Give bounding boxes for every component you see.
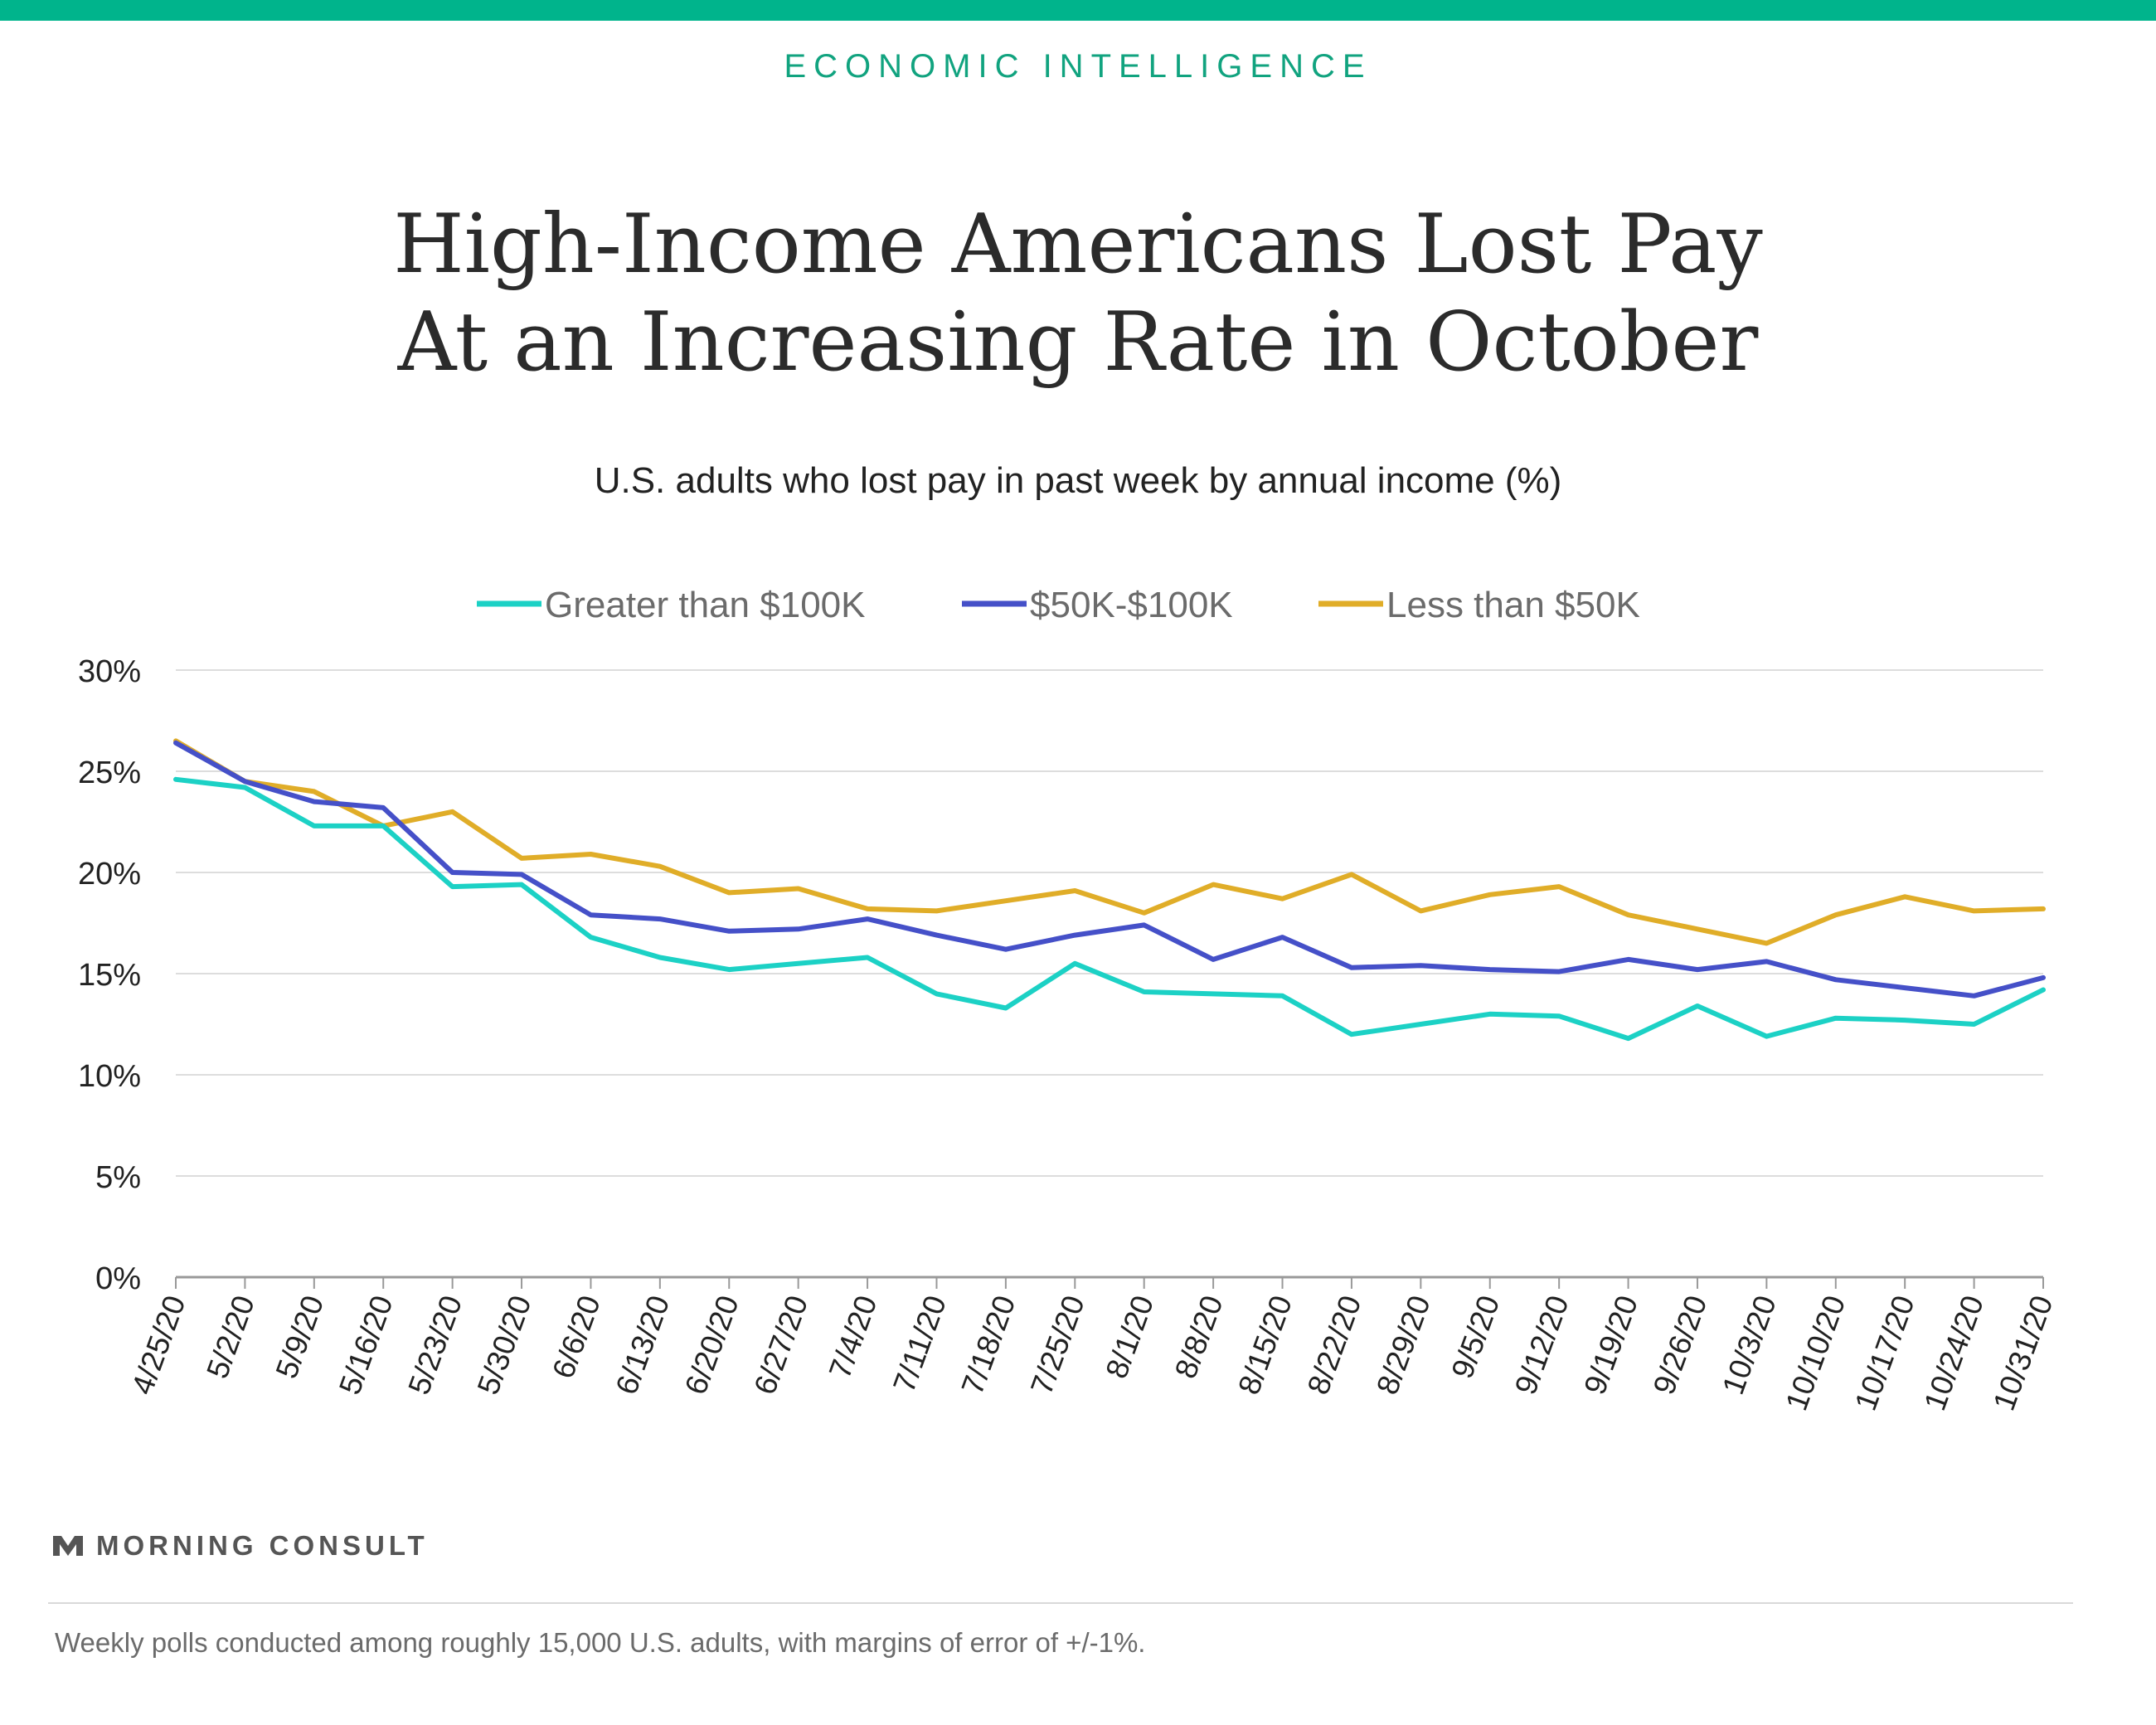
x-tick-label: 9/12/20 xyxy=(1508,1291,1576,1399)
x-tick-label: 6/27/20 xyxy=(747,1291,814,1399)
x-tick-label: 8/29/20 xyxy=(1370,1291,1437,1399)
x-tick-label: 6/13/20 xyxy=(609,1291,677,1399)
x-tick-label: 7/11/20 xyxy=(886,1291,953,1397)
chart-title-line-2: At an Increasing Rate in October xyxy=(397,295,1759,390)
x-tick-label: 10/3/20 xyxy=(1716,1291,1783,1399)
chart-legend: Greater than $100K $50K-$100K Less than $5… xyxy=(477,585,1640,625)
y-tick-label: 5% xyxy=(95,1160,141,1195)
series-line xyxy=(173,776,2046,1042)
y-axis: 0% 5% 10% 15% 20% 25% 30% xyxy=(78,654,141,1296)
x-tick-label: 7/25/20 xyxy=(1024,1291,1091,1399)
footer-divider xyxy=(48,1602,2073,1604)
x-tick-label: 9/19/20 xyxy=(1577,1291,1644,1399)
x-tick-label: 7/18/20 xyxy=(955,1291,1022,1399)
morning-consult-logo-icon xyxy=(53,1536,83,1556)
x-tick-label: 5/30/20 xyxy=(471,1291,538,1399)
x-tick-label: 10/24/20 xyxy=(1917,1291,1990,1415)
top-accent-bar xyxy=(0,0,2156,21)
x-tick-label: 10/10/20 xyxy=(1780,1291,1853,1415)
y-tick-label: 25% xyxy=(78,756,141,790)
y-tick-label: 15% xyxy=(78,958,141,993)
chart-series xyxy=(173,738,2046,1042)
x-tick-label: 8/8/20 xyxy=(1168,1291,1230,1383)
x-tick-label: 4/25/20 xyxy=(125,1291,192,1399)
x-tick-label: 10/31/20 xyxy=(1987,1291,2060,1415)
x-tick-label: 6/20/20 xyxy=(678,1291,745,1399)
x-tick-label: 5/9/20 xyxy=(270,1291,331,1383)
x-tick-label: 8/1/20 xyxy=(1100,1291,1161,1383)
y-tick-label: 10% xyxy=(78,1059,141,1094)
x-axis: 4/25/20 5/2/20 5/9/20 5/16/20 5/23/20 5/30/20… xyxy=(125,1277,2060,1415)
chart-title-line-1: High-Income Americans Lost Pay xyxy=(393,197,1763,292)
legend-label: Less than $50K xyxy=(1386,585,1640,625)
x-tick-label: 9/5/20 xyxy=(1445,1291,1507,1383)
chart-subtitle: U.S. adults who lost pay in past week by… xyxy=(594,460,1562,501)
brand-name: MORNING CONSULT xyxy=(96,1530,429,1561)
footnote: Weekly polls conducted among roughly 15,… xyxy=(55,1627,1146,1658)
legend-label: Greater than $100K xyxy=(545,585,865,625)
morning-consult-logo: MORNING CONSULT xyxy=(51,1530,429,1562)
chart-title: High-Income Americans Lost Pay At an Inc… xyxy=(0,196,2156,391)
x-tick-label: 8/22/20 xyxy=(1301,1291,1368,1399)
x-tick-label: 5/16/20 xyxy=(333,1291,400,1399)
y-tick-label: 30% xyxy=(78,654,141,689)
chart-gridlines xyxy=(176,669,2043,1279)
line-chart: Greater than $100K $50K-$100K Less than $5… xyxy=(78,585,2060,1415)
y-tick-label: 0% xyxy=(95,1261,141,1296)
section-kicker: ECONOMIC INTELLIGENCE xyxy=(784,48,1372,85)
x-tick-label: 5/23/20 xyxy=(401,1291,469,1399)
x-tick-label: 7/4/20 xyxy=(823,1291,884,1383)
x-tick-label: 10/17/20 xyxy=(1848,1291,1921,1415)
x-tick-label: 6/6/20 xyxy=(546,1291,607,1383)
x-tick-label: 9/26/20 xyxy=(1647,1291,1714,1399)
x-tick-label: 8/15/20 xyxy=(1231,1291,1299,1399)
x-tick-label: 5/2/20 xyxy=(200,1291,261,1383)
series-line xyxy=(173,740,2046,999)
y-tick-label: 20% xyxy=(78,857,141,892)
series-line xyxy=(173,738,2046,946)
legend-label: $50K-$100K xyxy=(1030,585,1233,625)
